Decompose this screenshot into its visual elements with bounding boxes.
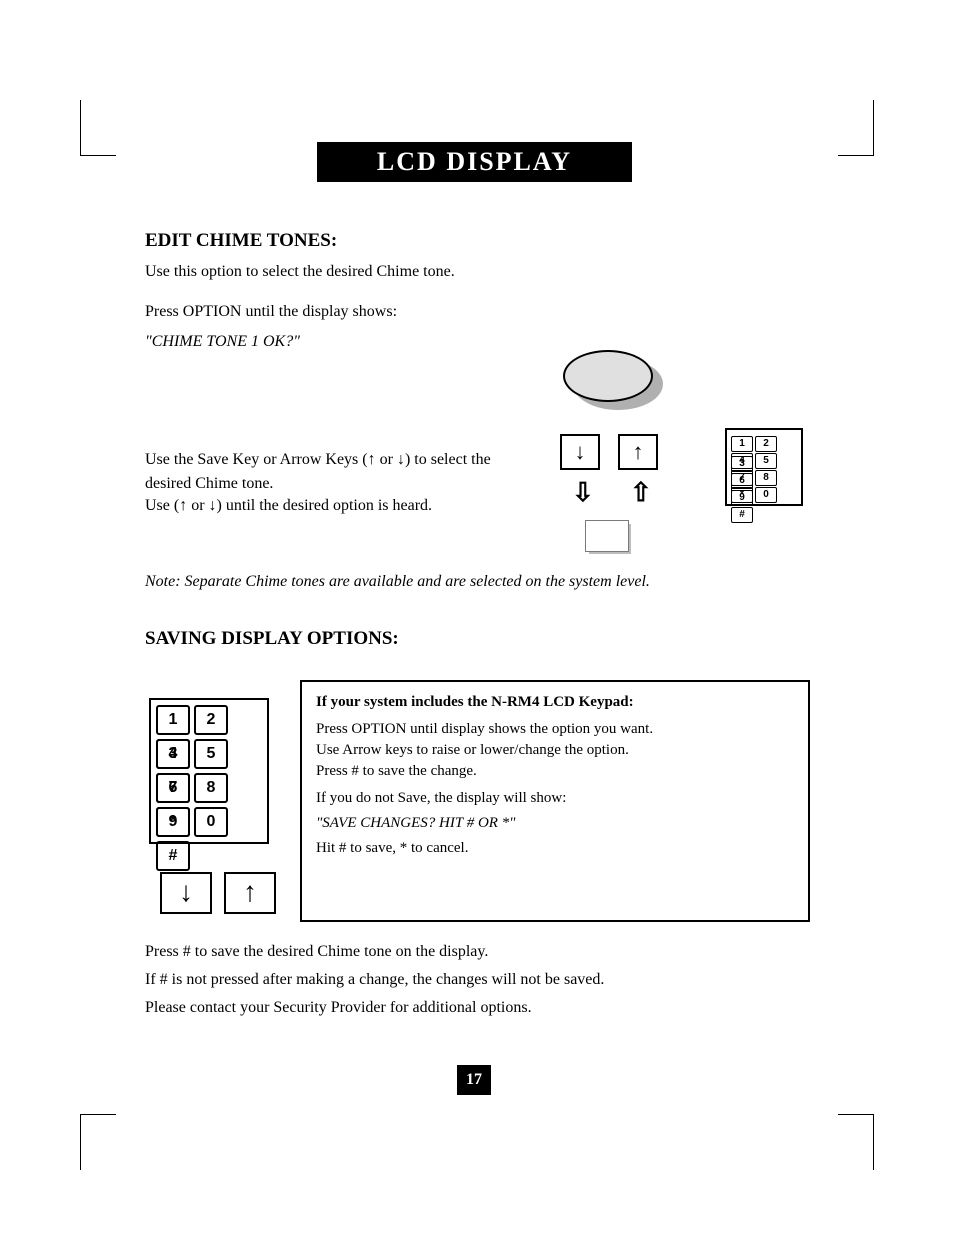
section-title-saving: SAVING DISPLAY OPTIONS: <box>145 628 399 650</box>
crop-mark-tl <box>80 100 116 156</box>
arrow-down-key[interactable]: ↓ <box>560 434 600 470</box>
keypad-key[interactable]: 8 <box>194 773 228 803</box>
page-number: 17 <box>457 1065 491 1095</box>
keypad-small[interactable]: 123 456 789 *0# <box>725 428 803 506</box>
keypad-key[interactable]: 4 <box>156 739 190 769</box>
info-display: "SAVE CHANGES? HIT # OR *" <box>316 813 794 834</box>
chime-step2: Use the Save Key or Arrow Keys (↑ or ↓) … <box>145 448 535 496</box>
chime-step1: Press OPTION until the display shows: <box>145 300 545 324</box>
keypad-key[interactable]: * <box>156 807 190 837</box>
keypad-key[interactable]: 7 <box>156 773 190 803</box>
arrow-up-outline-icon: ⇧ <box>630 478 652 508</box>
option-button[interactable] <box>563 350 653 402</box>
saving-line1: Press # to save the desired Chime tone o… <box>145 940 805 964</box>
info-line5: Hit # to save, * to cancel. <box>316 838 794 859</box>
keypad-key[interactable]: 5 <box>194 739 228 769</box>
step1-a: until the display shows: <box>245 303 397 320</box>
info-line1: Press OPTION until display shows the opt… <box>316 719 794 740</box>
chime-note: Note: Separate Chime tones are available… <box>145 570 805 594</box>
keypad-key[interactable]: # <box>156 841 190 871</box>
info-title: If your system includes the N-RM4 LCD Ke… <box>316 692 794 713</box>
saving-line3: Please contact your Security Provider fo… <box>145 996 805 1020</box>
keypad-big[interactable]: 123 456 789 *0# <box>149 698 269 844</box>
info-line2: Use Arrow keys to raise or lower/change … <box>316 740 794 761</box>
section-title-chime: EDIT CHIME TONES: <box>145 230 337 252</box>
arrow-up-key[interactable]: ↑ <box>618 434 658 470</box>
big-arrow-up-key[interactable]: ↑ <box>224 872 276 914</box>
crop-mark-br <box>838 1114 874 1170</box>
chime-display: "CHIME TONE 1 OK?" <box>145 330 585 354</box>
saving-line2: If # is not pressed after making a chang… <box>145 968 805 992</box>
crop-mark-bl <box>80 1114 116 1170</box>
keypad-key[interactable]: 0 <box>194 807 228 837</box>
step1-key: OPTION <box>183 303 242 320</box>
step1-prefix: Press <box>145 303 183 320</box>
keypad-key[interactable]: * <box>731 487 753 503</box>
arrow-down-outline-icon: ⇩ <box>572 478 594 508</box>
crop-mark-tr <box>838 100 874 156</box>
keypad-key[interactable]: 1 <box>156 705 190 735</box>
save-key-icon[interactable] <box>585 520 627 550</box>
keypad-key[interactable]: 2 <box>194 705 228 735</box>
chime-step3: Use (↑ or ↓) until the desired option is… <box>145 494 535 518</box>
keypad-key[interactable]: # <box>731 507 753 523</box>
info-box: If your system includes the N-RM4 LCD Ke… <box>300 680 810 922</box>
big-arrow-down-key[interactable]: ↓ <box>160 872 212 914</box>
chime-intro: Use this option to select the desired Ch… <box>145 260 665 284</box>
info-line3: Press # to save the change. <box>316 761 794 782</box>
keypad-key[interactable]: 0 <box>755 487 777 503</box>
page-title-bar: LCD DISPLAY <box>317 142 632 182</box>
info-line4: If you do not Save, the display will sho… <box>316 788 794 809</box>
